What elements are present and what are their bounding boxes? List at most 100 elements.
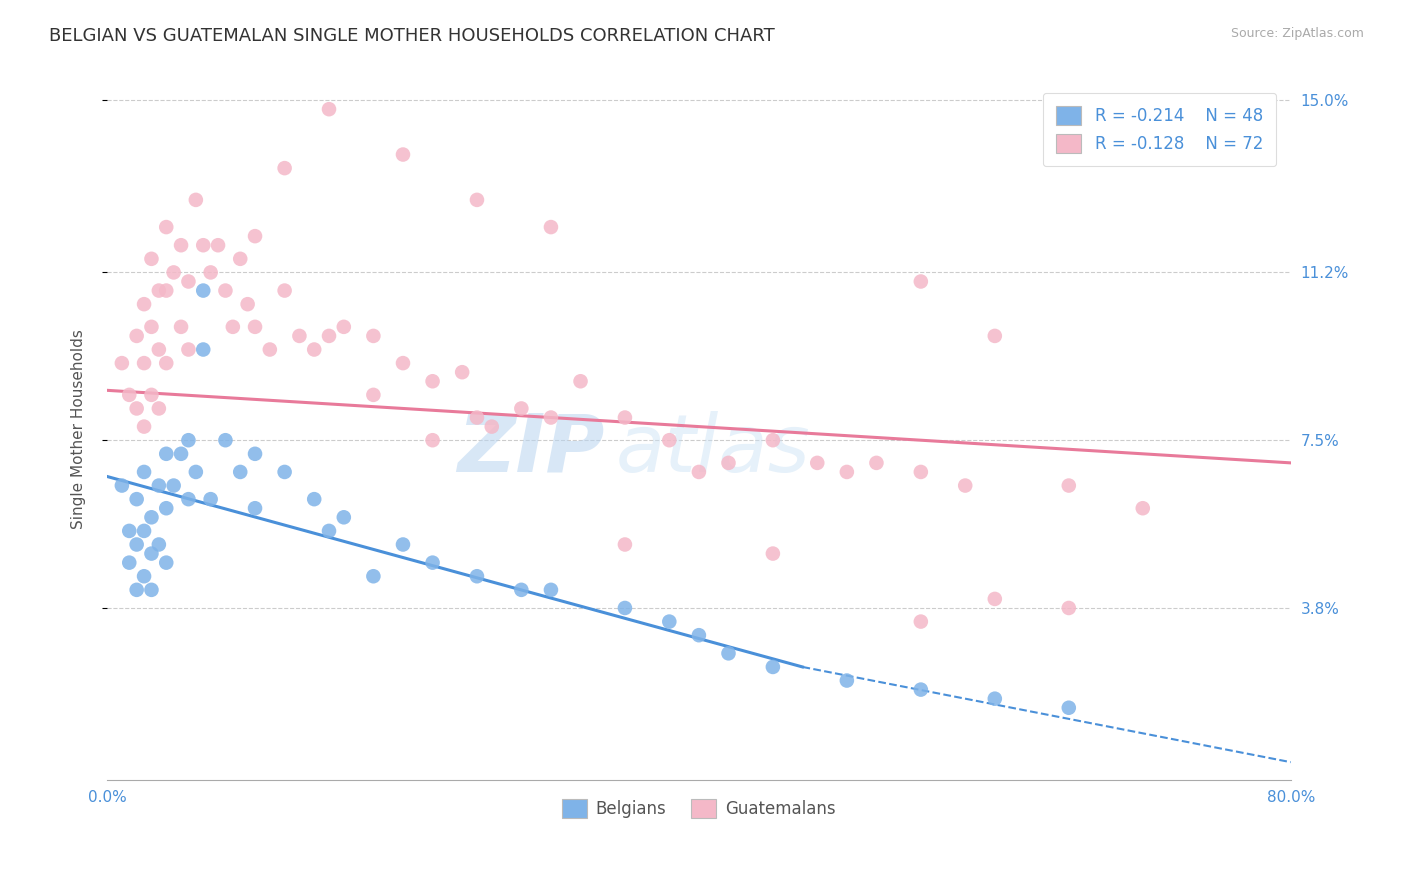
Point [318,329,340,343]
Point [132,524,155,538]
Point [333,510,356,524]
Point [177,343,200,357]
Point [170,238,193,252]
Point [243,229,266,244]
Point [1057,478,1080,492]
Point [170,447,193,461]
Point [155,356,177,370]
Point [177,275,200,289]
Point [163,478,186,492]
Point [910,275,932,289]
Point [148,343,170,357]
Point [177,434,200,448]
Point [302,492,325,507]
Point [717,456,740,470]
Point [363,388,385,402]
Point [236,297,259,311]
Point [318,102,340,116]
Point [569,374,592,388]
Point [273,465,295,479]
Point [132,419,155,434]
Point [835,673,858,688]
Y-axis label: Single Mother Households: Single Mother Households [72,329,86,529]
Point [910,682,932,697]
Point [125,582,148,597]
Point [155,501,177,516]
Point [132,569,155,583]
Point [762,434,785,448]
Point [193,238,215,252]
Point [148,478,170,492]
Point [141,388,163,402]
Point [288,329,311,343]
Point [984,329,1007,343]
Point [302,343,325,357]
Point [229,252,252,266]
Point [510,582,533,597]
Point [1057,601,1080,615]
Point [1132,501,1154,516]
Point [184,465,207,479]
Point [177,492,200,507]
Point [111,356,134,370]
Point [200,265,222,279]
Point [170,319,193,334]
Point [363,569,385,583]
Point [163,265,186,279]
Point [451,365,474,379]
Point [984,591,1007,606]
Point [155,220,177,235]
Point [392,356,415,370]
Point [465,410,488,425]
Point [125,401,148,416]
Point [155,284,177,298]
Point [273,284,295,298]
Point [333,319,356,334]
Point [259,343,281,357]
Point [148,401,170,416]
Point [806,456,828,470]
Point [155,447,177,461]
Point [762,660,785,674]
Point [148,284,170,298]
Point [132,465,155,479]
Point [125,537,148,551]
Point [540,220,562,235]
Text: Source: ZipAtlas.com: Source: ZipAtlas.com [1230,27,1364,40]
Point [118,556,141,570]
Point [243,319,266,334]
Point [865,456,887,470]
Point [392,147,415,161]
Point [141,319,163,334]
Point [207,238,229,252]
Point [193,343,215,357]
Point [155,556,177,570]
Point [910,615,932,629]
Point [111,478,134,492]
Point [125,492,148,507]
Point [118,388,141,402]
Point [717,646,740,660]
Point [465,569,488,583]
Point [273,161,295,175]
Point [910,465,932,479]
Point [148,537,170,551]
Point [688,465,710,479]
Point [243,501,266,516]
Point [132,356,155,370]
Text: BELGIAN VS GUATEMALAN SINGLE MOTHER HOUSEHOLDS CORRELATION CHART: BELGIAN VS GUATEMALAN SINGLE MOTHER HOUS… [49,27,775,45]
Point [141,547,163,561]
Point [540,410,562,425]
Point [1057,700,1080,714]
Point [658,615,681,629]
Legend: Belgians, Guatemalans: Belgians, Guatemalans [555,792,842,825]
Point [540,582,562,597]
Point [184,193,207,207]
Point [318,524,340,538]
Point [363,329,385,343]
Point [613,601,636,615]
Text: ZIP: ZIP [457,411,605,489]
Point [613,537,636,551]
Point [243,447,266,461]
Point [422,374,444,388]
